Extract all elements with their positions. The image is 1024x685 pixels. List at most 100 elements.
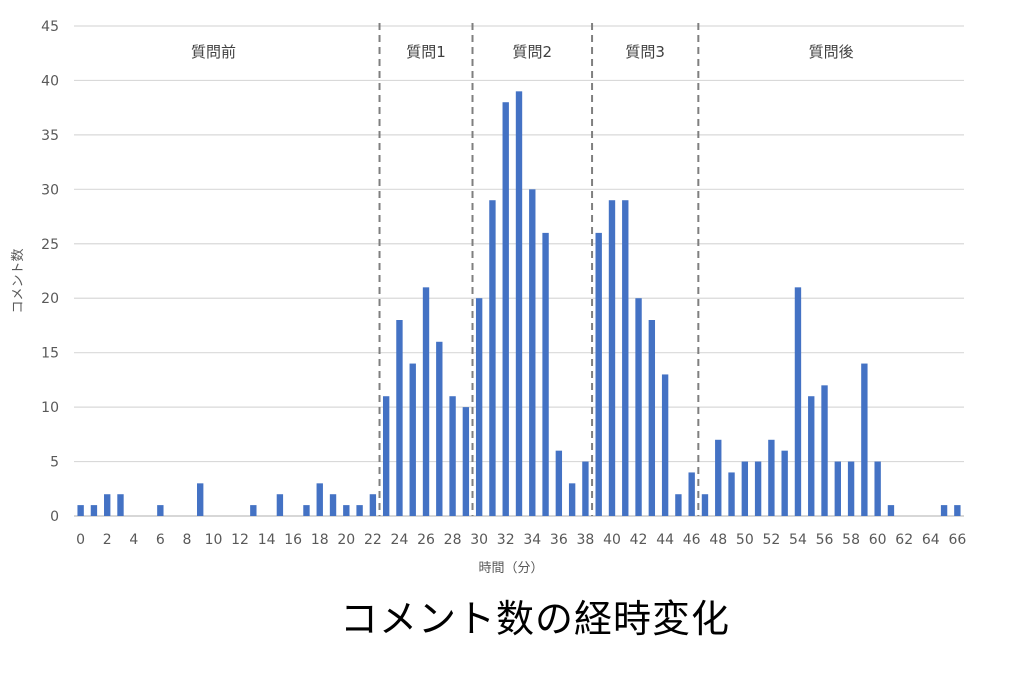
x-tick-label: 66 — [948, 532, 966, 548]
bar — [542, 232, 549, 516]
bar — [794, 287, 802, 516]
x-tick-label: 52 — [762, 532, 780, 548]
section-labels: 質問前 質問1 質問2 質問3 質問後 — [191, 43, 854, 61]
bar — [768, 439, 775, 516]
bar — [622, 200, 629, 516]
bar — [781, 450, 788, 516]
section-dividers — [378, 23, 700, 516]
bar — [555, 450, 563, 516]
x-tick-label: 48 — [709, 532, 727, 548]
bar — [874, 461, 881, 516]
y-tick-label: 30 — [41, 182, 59, 198]
y-tick-label: 35 — [41, 128, 59, 144]
section-label: 質問後 — [809, 43, 854, 61]
x-tick-label: 0 — [76, 532, 85, 548]
y-axis-title: コメント数 — [11, 248, 26, 313]
x-tick-label: 34 — [523, 532, 541, 548]
y-tick-label: 20 — [41, 291, 59, 307]
bar — [834, 461, 841, 516]
bar — [449, 396, 456, 516]
section-label: 質問2 — [513, 43, 553, 61]
y-tick-label: 25 — [41, 237, 59, 253]
y-tick-label: 0 — [50, 509, 59, 525]
x-tick-label: 4 — [129, 532, 138, 548]
bar — [515, 91, 523, 516]
x-tick-label: 38 — [577, 532, 595, 548]
bar — [197, 483, 204, 516]
bar — [250, 505, 257, 516]
bar — [276, 494, 284, 516]
x-tick-label: 58 — [842, 532, 860, 548]
bar — [475, 298, 483, 516]
figure-caption: コメント数の経時変化 — [339, 597, 730, 641]
x-tick-label: 16 — [284, 532, 302, 548]
bar — [754, 461, 762, 516]
x-tick-label: 44 — [656, 532, 674, 548]
bar — [648, 320, 656, 516]
x-tick-label: 12 — [231, 532, 249, 548]
bar — [369, 494, 377, 516]
x-tick-label: 60 — [869, 532, 887, 548]
bars — [77, 91, 961, 517]
bar — [157, 505, 164, 516]
y-tick-label: 15 — [41, 346, 59, 362]
x-tick-label: 22 — [364, 532, 382, 548]
bar — [821, 385, 828, 516]
bar — [356, 505, 363, 516]
x-tick-labels: 0 2 4 6 8 10 12 14 16 18 20 22 24 26 28 30 32 34 36 38 40 42 4… — [76, 532, 966, 548]
bar — [104, 494, 111, 516]
bar — [303, 505, 310, 516]
bar — [688, 472, 695, 516]
x-tick-label: 24 — [391, 532, 409, 548]
bar — [595, 232, 602, 516]
bar — [954, 505, 961, 516]
bar — [462, 407, 470, 516]
x-tick-label: 8 — [182, 532, 191, 548]
section-label: 質問前 — [191, 43, 236, 61]
bar — [582, 461, 589, 516]
x-tick-label: 26 — [417, 532, 435, 548]
x-tick-label: 40 — [603, 532, 621, 548]
bar — [568, 483, 576, 516]
x-tick-label: 2 — [103, 532, 112, 548]
bar — [741, 461, 749, 516]
bar — [715, 439, 722, 516]
bar — [808, 396, 815, 516]
section-label: 質問1 — [406, 43, 446, 61]
x-tick-label: 10 — [205, 532, 223, 548]
x-tick-label: 64 — [922, 532, 940, 548]
bar — [847, 461, 855, 516]
bar — [489, 200, 496, 516]
bar — [675, 494, 682, 516]
x-tick-label: 36 — [550, 532, 568, 548]
x-tick-label: 14 — [258, 532, 276, 548]
x-tick-label: 18 — [311, 532, 329, 548]
x-tick-label: 42 — [630, 532, 648, 548]
bar — [329, 494, 337, 516]
bar — [529, 189, 536, 517]
bar — [422, 287, 430, 516]
x-axis-title: 時間（分） — [478, 561, 543, 576]
bar — [701, 494, 709, 516]
y-tick-label: 40 — [41, 73, 59, 89]
y-tick-label: 5 — [50, 455, 59, 471]
bar — [396, 320, 403, 516]
bar — [940, 505, 948, 516]
bar — [661, 374, 669, 516]
bar — [608, 200, 616, 516]
x-tick-label: 62 — [895, 532, 913, 548]
bar — [343, 505, 350, 516]
bar — [117, 494, 124, 516]
bar — [436, 341, 443, 516]
x-tick-label: 46 — [683, 532, 701, 548]
x-tick-label: 30 — [470, 532, 488, 548]
x-tick-label: 56 — [816, 532, 834, 548]
section-label: 質問3 — [625, 43, 665, 61]
y-tick-label: 10 — [41, 400, 59, 416]
y-tick-labels: 0 5 10 15 20 25 30 35 40 45 — [41, 19, 59, 525]
x-tick-label: 20 — [337, 532, 355, 548]
bar — [382, 396, 390, 516]
bar — [887, 505, 895, 516]
bar — [502, 102, 509, 516]
